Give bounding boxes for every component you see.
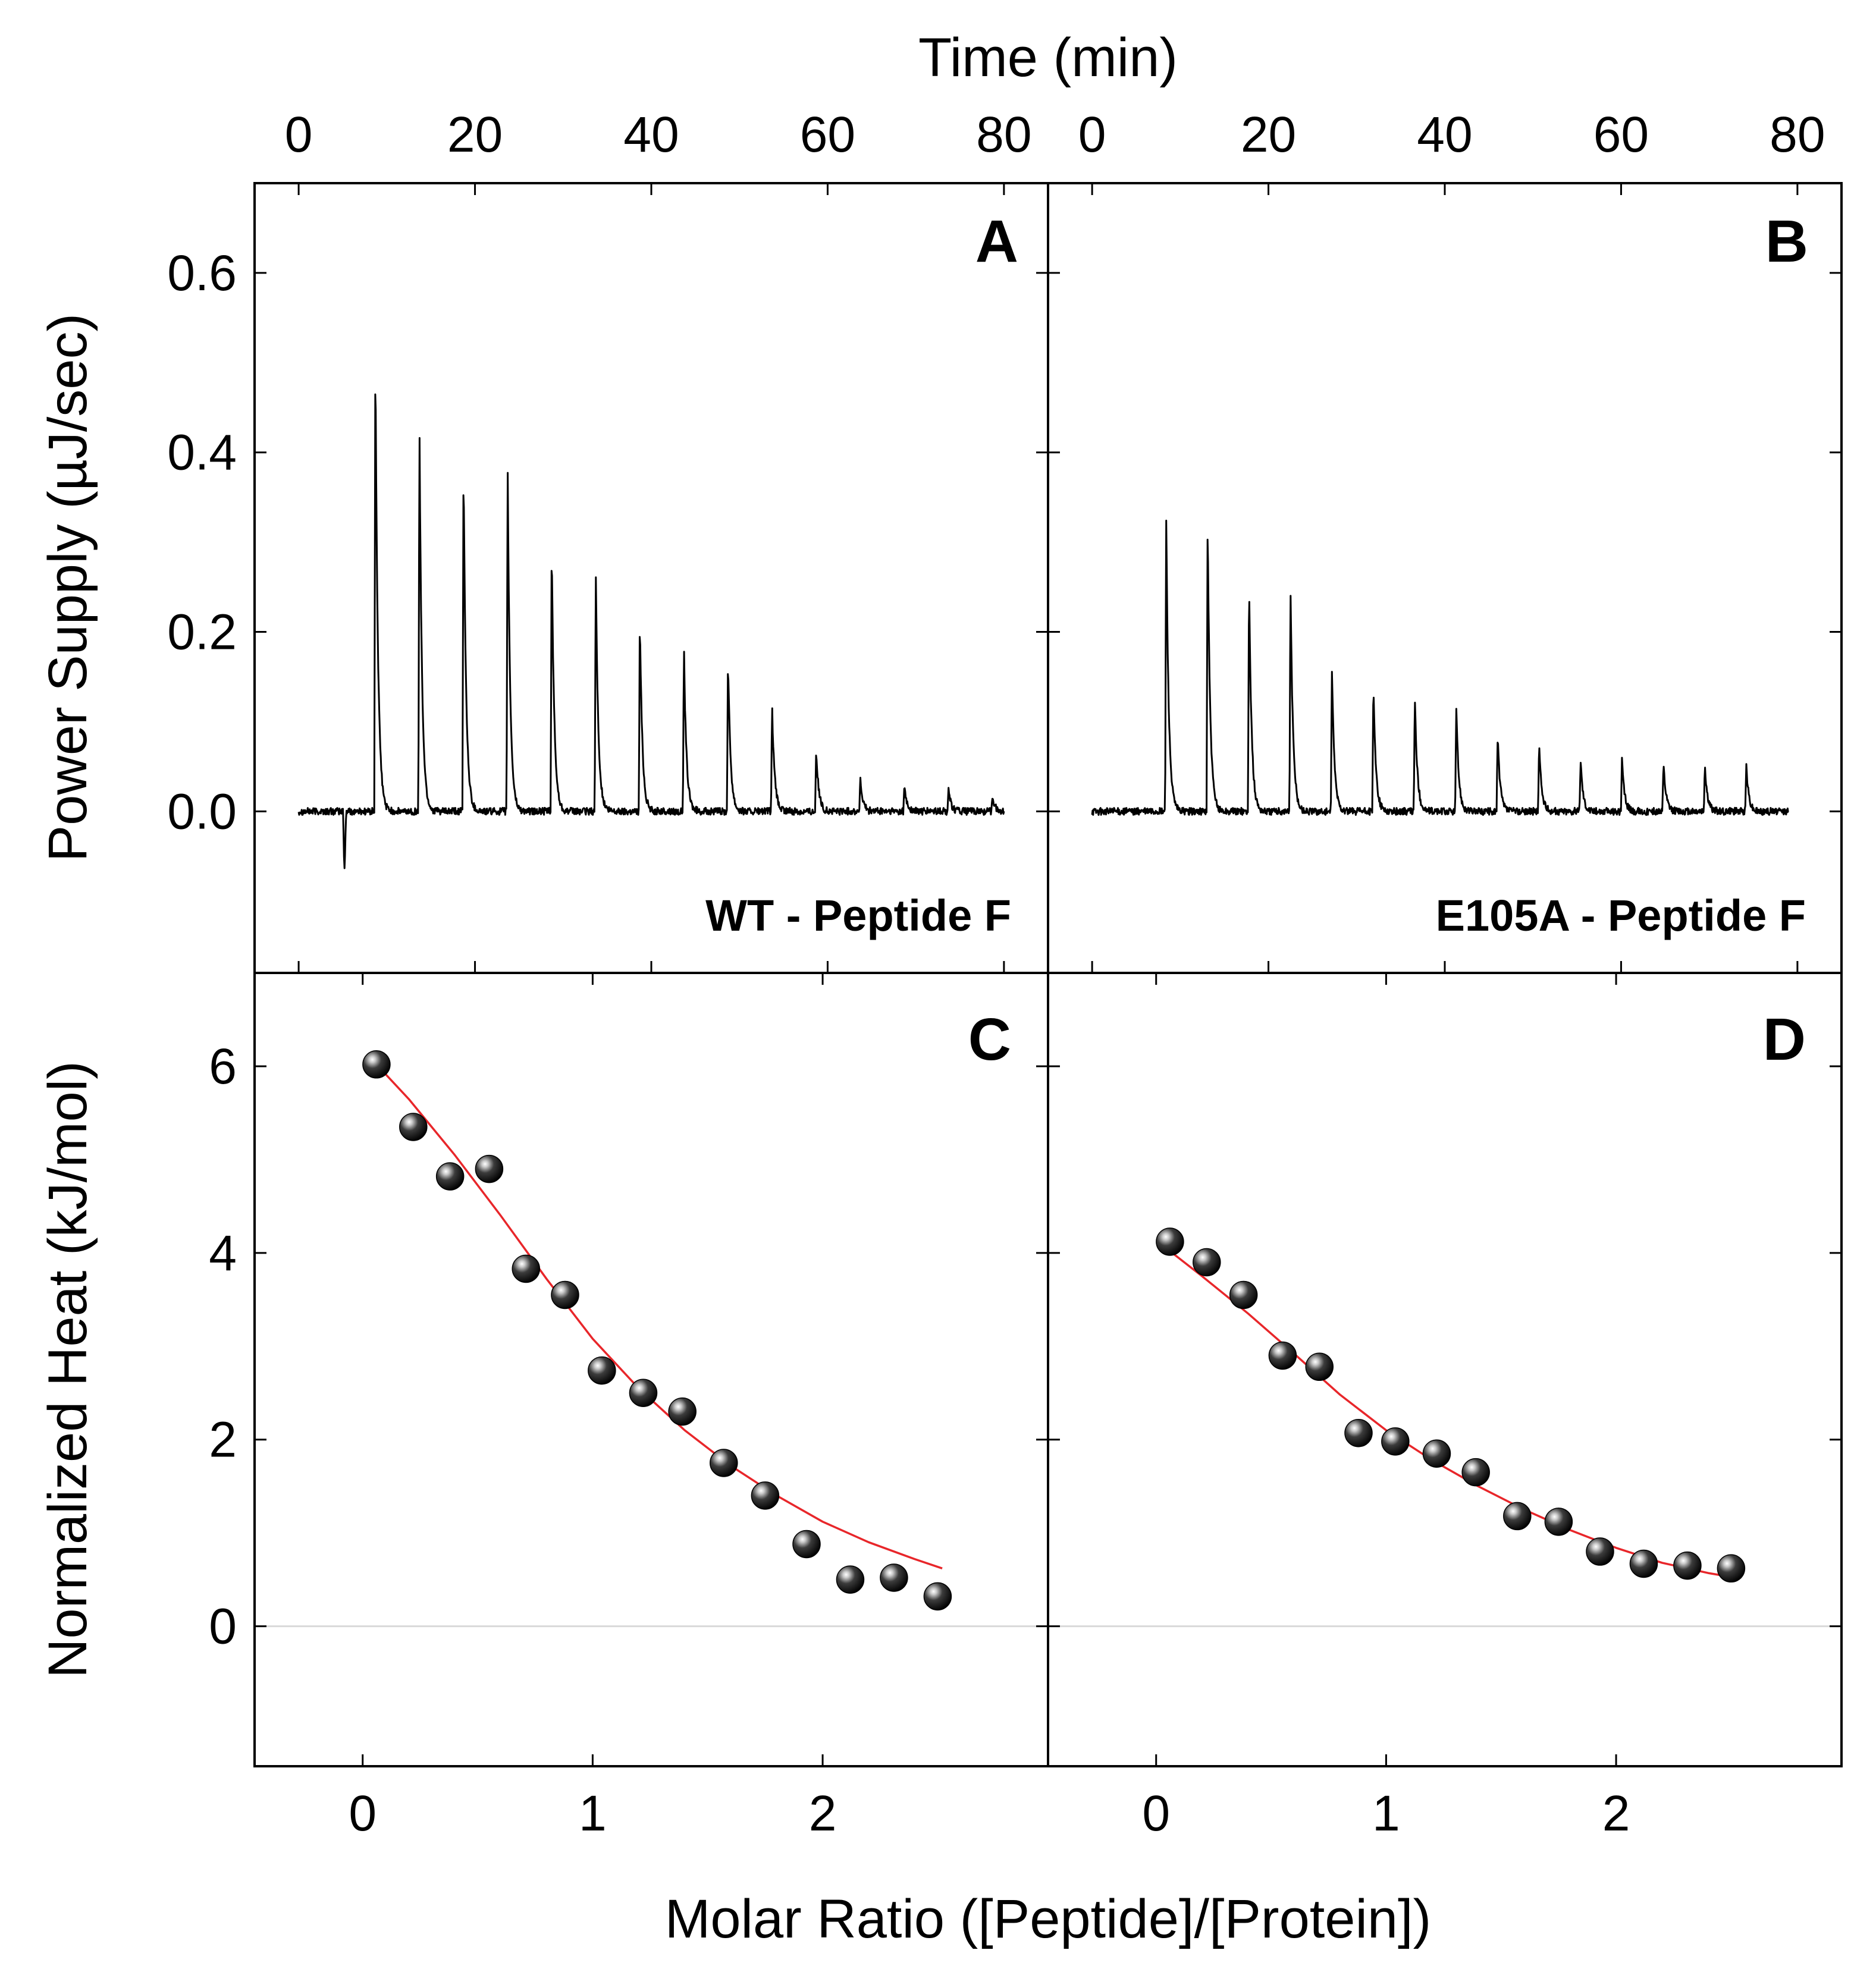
- data-point: [551, 1280, 579, 1310]
- bottom-y-axis-title: Normalized Heat (kJ/mol): [37, 1061, 98, 1678]
- y-tick-label: 0.6: [167, 245, 237, 301]
- data-point: [1305, 1352, 1334, 1381]
- panel-c: 0 1 2 0 2 4 6 C: [209, 973, 1048, 1841]
- x-tick-label: 60: [800, 106, 855, 162]
- panel-frame-a: [253, 182, 1049, 974]
- x-tick-label: 2: [809, 1785, 837, 1841]
- data-point: [1268, 1341, 1297, 1370]
- panel-frame-d: [1047, 972, 1843, 1767]
- panel-frame-c: [253, 972, 1049, 1767]
- data-point: [751, 1481, 780, 1510]
- data-point: [629, 1378, 658, 1407]
- data-point: [435, 1162, 465, 1191]
- data-point: [1673, 1551, 1702, 1580]
- x-tick-label: 0: [285, 106, 313, 162]
- y-tick-label: 6: [209, 1038, 237, 1094]
- x-tick-label: 80: [976, 106, 1031, 162]
- data-point: [1193, 1248, 1221, 1277]
- data-point: [880, 1563, 908, 1592]
- top-axis-title: Time (min): [918, 27, 1178, 88]
- x-tick-label: 40: [623, 106, 679, 162]
- x-tick-label: 20: [1241, 106, 1296, 162]
- panel-label-wt-peptide-f: WT - Peptide F: [705, 891, 1011, 940]
- panel-letter-b: B: [1765, 208, 1808, 275]
- top-y-axis-title: Power Supply (µJ/sec): [37, 313, 98, 862]
- data-point: [1717, 1554, 1746, 1583]
- data-point: [668, 1397, 697, 1426]
- data-point: [399, 1113, 428, 1141]
- y-tick-label: 0.0: [167, 783, 237, 839]
- data-point: [1544, 1508, 1573, 1536]
- panel-b: 0 20 40 60 80 B E105A - Peptide F: [1048, 106, 1842, 973]
- y-tick-label: 2: [209, 1412, 237, 1468]
- data-point: [475, 1154, 504, 1183]
- panel-letter-c: C: [968, 1006, 1011, 1073]
- data-point: [588, 1356, 616, 1385]
- bottom-axis-title: Molar Ratio ([Peptide]/[Protein]): [665, 1889, 1432, 1949]
- data-point: [1422, 1439, 1451, 1468]
- y-tick-label: 0.4: [167, 425, 237, 481]
- x-tick-label: 80: [1770, 106, 1825, 162]
- data-point: [1381, 1427, 1410, 1456]
- data-point: [1156, 1227, 1184, 1256]
- data-point: [512, 1254, 541, 1283]
- x-tick-label: 20: [447, 106, 503, 162]
- panel-letter-d: D: [1763, 1006, 1806, 1073]
- data-point: [923, 1582, 952, 1611]
- panel-letter-a: A: [975, 208, 1018, 275]
- x-tick-label: 1: [1372, 1785, 1400, 1841]
- data-point: [1229, 1280, 1258, 1310]
- data-point: [836, 1565, 865, 1594]
- data-point: [1461, 1458, 1490, 1487]
- data-point: [1586, 1537, 1614, 1566]
- y-tick-label: 0: [209, 1599, 237, 1654]
- panel-label-e105a-peptide-f: E105A - Peptide F: [1436, 891, 1806, 940]
- data-point: [1629, 1549, 1658, 1578]
- x-tick-label: 1: [579, 1785, 607, 1841]
- panel-d: 0 1 2 D: [1048, 973, 1842, 1841]
- thermogram-trace: [297, 393, 1005, 869]
- data-point: [710, 1449, 738, 1477]
- x-tick-label: 0: [1142, 1785, 1170, 1841]
- fit-curve: [375, 1063, 943, 1569]
- data-point: [1503, 1502, 1532, 1531]
- data-point: [362, 1050, 391, 1079]
- y-tick-label: 0.2: [167, 604, 237, 660]
- x-tick-label: 2: [1602, 1785, 1630, 1841]
- y-tick-label: 4: [209, 1225, 237, 1281]
- x-tick-label: 40: [1417, 106, 1472, 162]
- panel-a: 0 20 40 60 80 0.0 0.2 0.4 0.6 A WT - Peptide F: [167, 106, 1048, 973]
- x-tick-label: 0: [1078, 106, 1106, 162]
- x-tick-label: 60: [1593, 106, 1649, 162]
- data-point: [1344, 1418, 1373, 1447]
- thermogram-trace: [1091, 519, 1789, 816]
- data-point: [792, 1530, 821, 1559]
- x-tick-label: 0: [349, 1785, 377, 1841]
